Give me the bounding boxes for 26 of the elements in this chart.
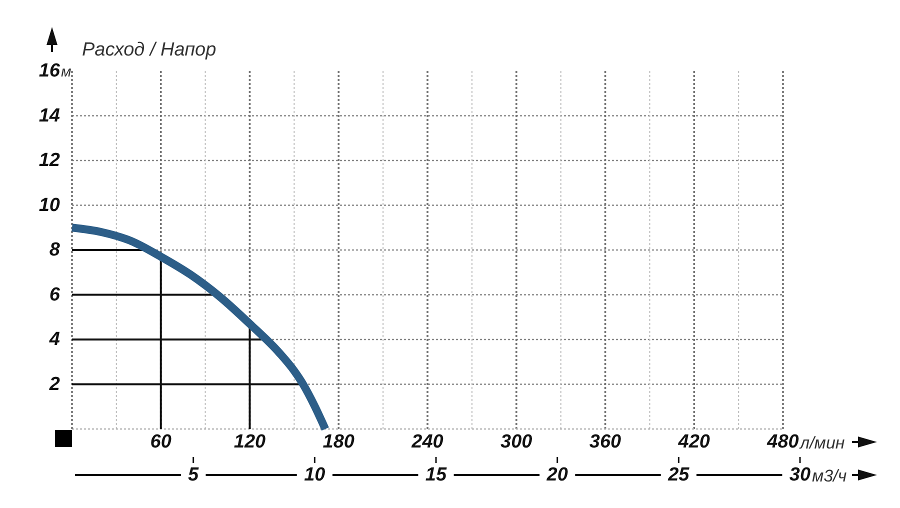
y-tick-label: 16	[38, 60, 60, 82]
x-tick-label: 60	[150, 432, 172, 452]
x-tick-label: 180	[322, 432, 355, 452]
y-tick-label: 8	[49, 240, 60, 260]
x-tick-label: 480	[766, 432, 800, 452]
x-tick-label: 240	[410, 432, 444, 452]
y-tick-label: 6	[49, 284, 60, 306]
x-tick-label: 120	[234, 432, 266, 452]
x-axis-title: л/мин	[799, 434, 846, 452]
chart-title: Расход / Напор	[82, 40, 216, 60]
x-tick-label: 300	[500, 432, 533, 452]
x2-tick-label: 25	[667, 464, 690, 486]
x2-axis-title: м3/ч	[812, 466, 847, 486]
x-tick-label: 360	[589, 432, 622, 452]
y-tick-label: 14	[38, 105, 60, 126]
y-tick-label: 4	[48, 329, 60, 350]
x2-tick-label: 5	[188, 464, 200, 486]
y-tick-label: 2	[48, 374, 60, 395]
x2-tick-label: 15	[425, 464, 447, 486]
x2-tick-label: 30	[789, 464, 811, 486]
y-axis-title: м	[61, 64, 72, 80]
y-tick-label: 10	[38, 194, 60, 216]
x-tick-label: 420	[677, 432, 710, 452]
y-tick-label: 12	[38, 150, 60, 171]
x2-tick-label: 10	[304, 464, 326, 486]
x2-tick-label: 20	[546, 464, 568, 486]
